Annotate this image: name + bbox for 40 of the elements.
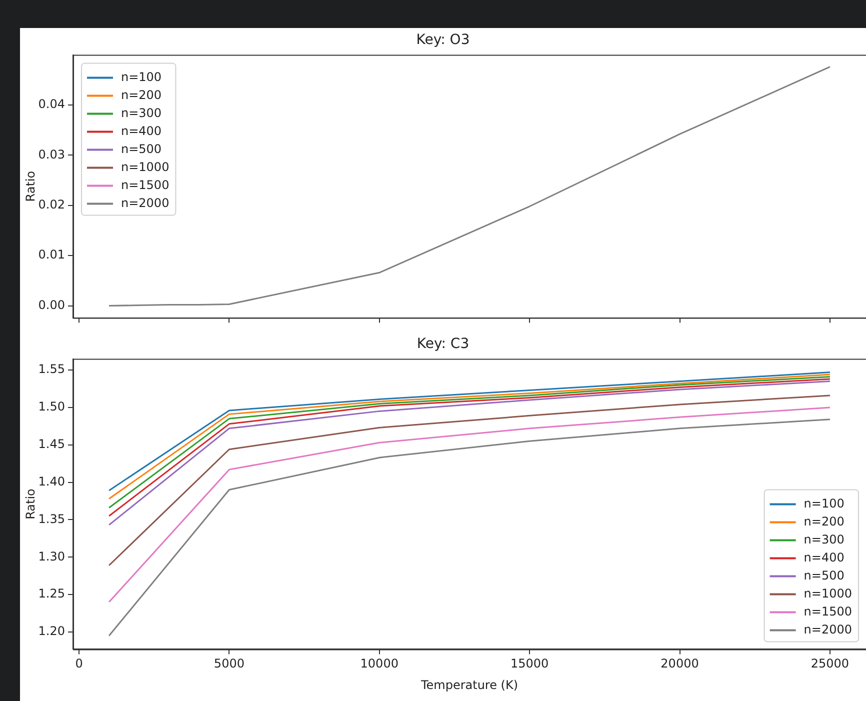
legend-label: n=100 <box>804 496 844 510</box>
legend-label: n=200 <box>121 88 162 102</box>
y-tick-label: 0.04 <box>38 97 65 112</box>
x-tick-label: 0 <box>75 656 83 671</box>
legend-label: n=400 <box>121 124 162 138</box>
legend-label: n=1000 <box>121 160 170 174</box>
x-axis-title: Temperature (K) <box>420 678 518 692</box>
chart-title: Key: O3 <box>416 32 470 48</box>
legend-label: n=1500 <box>804 604 852 618</box>
legend-label: n=200 <box>804 514 844 528</box>
y-tick-label: 0.02 <box>38 198 65 212</box>
chart-title: Key: C3 <box>416 336 470 352</box>
y-tick-label: 1.30 <box>38 549 65 564</box>
legend-label: n=2000 <box>804 622 852 636</box>
x-tick-label: 10000 <box>360 656 398 671</box>
legend-label: n=300 <box>804 532 844 546</box>
x-tick-label: 15000 <box>510 656 549 671</box>
legend-label: n=300 <box>121 106 162 120</box>
y-tick-label: 1.25 <box>38 586 65 601</box>
y-tick-label: 0.00 <box>38 298 65 312</box>
y-tick-label: 0.03 <box>38 147 65 162</box>
y-tick-label: 1.35 <box>38 512 65 526</box>
y-tick-label: 1.20 <box>38 624 65 638</box>
legend-label: n=100 <box>121 70 162 84</box>
legend-label: n=500 <box>804 568 844 582</box>
x-tick-label: 25000 <box>810 656 850 671</box>
y-tick-label: 1.55 <box>38 362 65 376</box>
x-tick-label: 5000 <box>214 656 244 671</box>
y-axis-title: Ratio <box>23 488 38 520</box>
legend-label: n=2000 <box>121 196 170 210</box>
y-tick-label: 0.01 <box>38 248 65 262</box>
y-tick-label: 1.45 <box>38 436 65 451</box>
legend-label: n=1500 <box>121 178 170 192</box>
y-tick-label: 1.40 <box>38 474 65 488</box>
y-tick-label: 1.50 <box>38 400 65 414</box>
legend-label: n=500 <box>121 142 162 156</box>
y-axis-title: Ratio <box>23 170 38 202</box>
legend-label: n=400 <box>804 550 844 564</box>
x-tick-label: 20000 <box>660 656 699 671</box>
legend-label: n=1000 <box>804 586 852 600</box>
